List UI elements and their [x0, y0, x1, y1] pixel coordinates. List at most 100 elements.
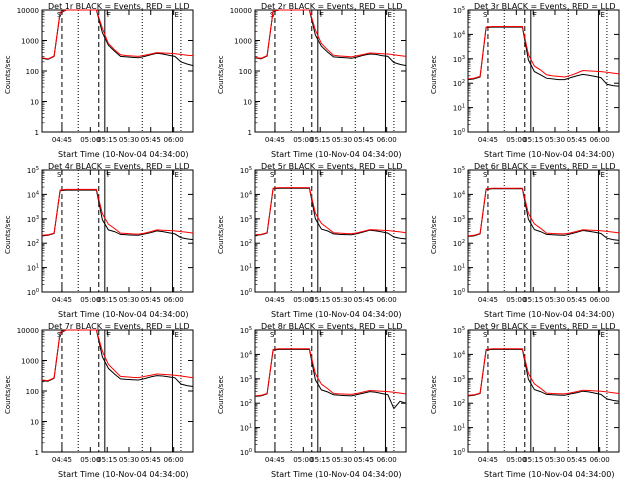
y-tick-label: 100 — [26, 388, 39, 396]
y-tick-label: 100 — [453, 128, 465, 137]
series-line-red — [467, 187, 620, 237]
x-tick-label: 04:45 — [265, 456, 285, 464]
top-marker: E — [387, 11, 391, 19]
chart-panel: 100 101 102 103 104 105 04:45 05:00 05:15 05:30 05… — [426, 160, 639, 320]
x-axis-label: Start Time (10-Nov-04 04:34:00) — [271, 470, 402, 479]
x-tick-label: 05:30 — [545, 136, 565, 144]
x-tick-label: 05:15 — [310, 456, 330, 464]
chart-title: Det 2r BLACK = Events, RED = LLD — [261, 2, 403, 11]
top-marker: F — [107, 171, 111, 179]
y-tick-label: 103 — [453, 55, 465, 64]
y-tick-label: 100 — [27, 288, 39, 297]
top-marker: S — [483, 171, 488, 179]
top-marker: E — [600, 331, 604, 339]
y-tick-label: 1000 — [21, 358, 39, 366]
y-tick-label: 1 — [35, 129, 39, 137]
y-axis-label: Counts/sec — [4, 55, 12, 94]
series-line-red — [467, 26, 620, 80]
chart-title: Det 9r BLACK = Events, RED = LLD — [474, 322, 616, 331]
plot-frame — [254, 169, 407, 293]
x-tick-label: 04:45 — [478, 456, 498, 464]
x-tick-label: 05:30 — [332, 136, 352, 144]
top-marker: F — [320, 331, 324, 339]
y-tick-label: 105 — [27, 166, 39, 175]
y-tick-label: 102 — [453, 399, 465, 408]
x-tick-label: 05:00 — [506, 136, 526, 144]
x-tick-label: 05:45 — [354, 296, 374, 304]
plot-frame — [254, 9, 407, 133]
x-tick-label: 05:45 — [354, 136, 374, 144]
y-axis-label: Counts/sec — [430, 55, 438, 94]
series-line-black — [467, 348, 620, 402]
y-tick-label: 10000 — [17, 327, 39, 335]
top-marker: F — [107, 331, 111, 339]
chart-panel: 1 10 100 1000 10000 04:45 05:00 05:15 05:30 05:45… — [0, 320, 213, 480]
chart-title: Det 3r BLACK = Events, RED = LLD — [474, 2, 616, 11]
top-marker: E — [174, 331, 178, 339]
chart-panel: 100 101 102 103 104 105 04:45 05:00 05:15 05:30 05… — [426, 320, 639, 480]
x-tick-label: 05:45 — [567, 136, 587, 144]
x-tick-label: 05:45 — [354, 456, 374, 464]
y-tick-label: 102 — [453, 239, 465, 248]
x-tick-label: 05:30 — [119, 136, 139, 144]
top-marker: F — [533, 331, 537, 339]
x-axis-label: Start Time (10-Nov-04 04:34:00) — [484, 470, 615, 479]
y-tick-label: 10000 — [17, 7, 39, 15]
series-line-red — [41, 188, 194, 236]
x-tick-label: 05:00 — [80, 296, 100, 304]
x-tick-label: 05:00 — [506, 456, 526, 464]
chart-title: Det 5r BLACK = Events, RED = LLD — [261, 162, 403, 171]
y-tick-label: 100 — [453, 448, 465, 457]
y-tick-label: 10000 — [230, 7, 252, 15]
series-line-black — [254, 187, 407, 240]
x-tick-label: 04:45 — [52, 136, 72, 144]
series-line-black — [41, 9, 194, 67]
x-tick-label: 04:45 — [478, 296, 498, 304]
y-tick-label: 102 — [240, 399, 252, 408]
chart-title: Det 8r BLACK = Events, RED = LLD — [261, 322, 403, 331]
series-line-black — [467, 26, 620, 87]
x-tick-label: 05:15 — [97, 296, 117, 304]
x-tick-label: 04:45 — [52, 456, 72, 464]
x-tick-label: 05:30 — [545, 296, 565, 304]
chart-panel: 100 101 102 103 104 105 04:45 05:00 05:15 05:30 05… — [213, 320, 426, 480]
x-axis-label: Start Time (10-Nov-04 04:34:00) — [484, 150, 615, 159]
x-tick-label: 04:45 — [478, 136, 498, 144]
y-axis-label: Counts/sec — [4, 215, 12, 254]
y-tick-label: 104 — [240, 350, 252, 359]
x-axis-label: Start Time (10-Nov-04 04:34:00) — [58, 310, 189, 319]
plot-frame — [41, 169, 194, 293]
series-line-red — [254, 9, 407, 59]
top-marker: S — [57, 171, 62, 179]
x-axis-label: Start Time (10-Nov-04 04:34:00) — [484, 310, 615, 319]
x-tick-label: 06:00 — [590, 296, 610, 304]
y-tick-label: 100 — [240, 288, 252, 297]
x-tick-label: 05:15 — [310, 296, 330, 304]
chart-title: Det 4r BLACK = Events, RED = LLD — [48, 162, 190, 171]
chart-title: Det 7r BLACK = Events, RED = LLD — [48, 322, 190, 331]
top-marker: E — [600, 171, 604, 179]
x-tick-label: 05:30 — [332, 296, 352, 304]
x-tick-label: 05:45 — [141, 456, 161, 464]
x-axis-label: Start Time (10-Nov-04 04:34:00) — [58, 150, 189, 159]
y-tick-label: 103 — [240, 375, 252, 384]
y-tick-label: 105 — [453, 326, 465, 335]
top-marker: F — [107, 11, 111, 19]
chart-panel: 1 10 100 1000 10000 04:45 05:00 05:15 05:30 05:45… — [213, 0, 426, 160]
y-tick-label: 104 — [453, 190, 465, 199]
x-axis-label: Start Time (10-Nov-04 04:34:00) — [58, 470, 189, 479]
x-axis-label: Start Time (10-Nov-04 04:34:00) — [271, 310, 402, 319]
series-line-red — [254, 187, 407, 236]
chart-title: Det 6r BLACK = Events, RED = LLD — [474, 162, 616, 171]
y-tick-label: 100 — [240, 448, 252, 457]
y-tick-label: 101 — [453, 104, 465, 113]
y-tick-label: 102 — [240, 239, 252, 248]
y-axis-label: Counts/sec — [217, 55, 225, 94]
x-tick-label: 06:00 — [377, 136, 397, 144]
y-tick-label: 101 — [453, 424, 465, 433]
plot-frame — [467, 169, 620, 293]
y-axis-label: Counts/sec — [430, 215, 438, 254]
